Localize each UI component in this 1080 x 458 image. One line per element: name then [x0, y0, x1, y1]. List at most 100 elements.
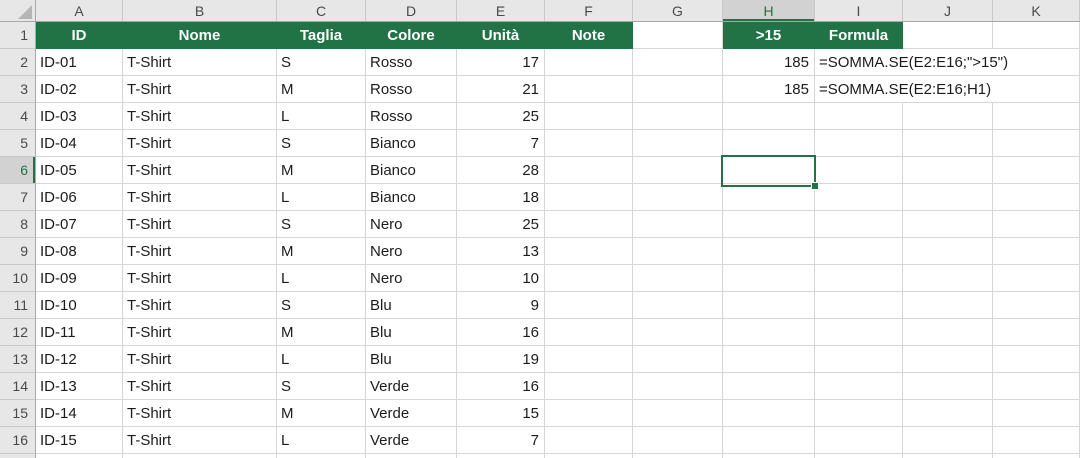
cell-H2[interactable]: 185	[723, 49, 815, 76]
cell-H16[interactable]	[723, 427, 815, 454]
cell-H13[interactable]	[723, 346, 815, 373]
cell-J16[interactable]	[903, 427, 993, 454]
cell-B7[interactable]: T-Shirt	[123, 184, 277, 211]
cell-J10[interactable]	[903, 265, 993, 292]
cell-J12[interactable]	[903, 319, 993, 346]
cell-F4[interactable]	[545, 103, 633, 130]
cell-F16[interactable]	[545, 427, 633, 454]
cell-B2[interactable]: T-Shirt	[123, 49, 277, 76]
cell-E17-partial[interactable]	[457, 454, 545, 458]
cell-B9[interactable]: T-Shirt	[123, 238, 277, 265]
cell-H14[interactable]	[723, 373, 815, 400]
cell-A13[interactable]: ID-12	[36, 346, 123, 373]
column-header-G[interactable]: G	[633, 0, 723, 21]
row-header-17-partial[interactable]	[0, 454, 36, 458]
column-header-I[interactable]: I	[815, 0, 903, 21]
cell-B11[interactable]: T-Shirt	[123, 292, 277, 319]
cell-K5[interactable]	[993, 130, 1080, 157]
column-header-H[interactable]: H	[723, 0, 815, 21]
cell-D1-header[interactable]: Colore	[366, 22, 457, 49]
cell-G5[interactable]	[633, 130, 723, 157]
cell-F17-partial[interactable]	[545, 454, 633, 458]
row-header-11[interactable]: 11	[0, 292, 36, 319]
cell-H9[interactable]	[723, 238, 815, 265]
cell-A3[interactable]: ID-02	[36, 76, 123, 103]
cell-G15[interactable]	[633, 400, 723, 427]
cell-A15[interactable]: ID-14	[36, 400, 123, 427]
cell-F15[interactable]	[545, 400, 633, 427]
cell-E4[interactable]: 25	[457, 103, 545, 130]
cell-I15[interactable]	[815, 400, 903, 427]
cell-G6[interactable]	[633, 157, 723, 184]
cell-D17-partial[interactable]	[366, 454, 457, 458]
cell-B3[interactable]: T-Shirt	[123, 76, 277, 103]
cell-K14[interactable]	[993, 373, 1080, 400]
row-header-14[interactable]: 14	[0, 373, 36, 400]
cell-E16[interactable]: 7	[457, 427, 545, 454]
selected-cell-outline-H6[interactable]	[721, 155, 819, 190]
cell-D3[interactable]: Rosso	[366, 76, 457, 103]
cell-I9[interactable]	[815, 238, 903, 265]
row-header-10[interactable]: 10	[0, 265, 36, 292]
fill-handle[interactable]	[811, 182, 819, 190]
row-header-6[interactable]: 6	[0, 157, 36, 184]
cell-C6[interactable]: M	[277, 157, 366, 184]
cell-H15[interactable]	[723, 400, 815, 427]
cell-K12[interactable]	[993, 319, 1080, 346]
cell-E14[interactable]: 16	[457, 373, 545, 400]
cell-E2[interactable]: 17	[457, 49, 545, 76]
cell-H7[interactable]	[723, 184, 815, 211]
cell-I4[interactable]	[815, 103, 903, 130]
cell-C8[interactable]: S	[277, 211, 366, 238]
cell-C17-partial[interactable]	[277, 454, 366, 458]
cell-J6[interactable]	[903, 157, 993, 184]
cell-D16[interactable]: Verde	[366, 427, 457, 454]
cell-E1-header[interactable]: Unità	[457, 22, 545, 49]
cell-F9[interactable]	[545, 238, 633, 265]
column-header-A[interactable]: A	[36, 0, 123, 21]
cell-I10[interactable]	[815, 265, 903, 292]
cell-C2[interactable]: S	[277, 49, 366, 76]
cell-B10[interactable]: T-Shirt	[123, 265, 277, 292]
column-header-B[interactable]: B	[123, 0, 277, 21]
cell-K15[interactable]	[993, 400, 1080, 427]
cell-F10[interactable]	[545, 265, 633, 292]
cell-I3-formula-text[interactable]: =SOMMA.SE(E2:E16;H1)	[815, 76, 1080, 103]
cell-A12[interactable]: ID-11	[36, 319, 123, 346]
column-header-F[interactable]: F	[545, 0, 633, 21]
cell-G2[interactable]	[633, 49, 723, 76]
cell-C13[interactable]: L	[277, 346, 366, 373]
cell-G9[interactable]	[633, 238, 723, 265]
cell-E11[interactable]: 9	[457, 292, 545, 319]
cell-B6[interactable]: T-Shirt	[123, 157, 277, 184]
row-header-2[interactable]: 2	[0, 49, 36, 76]
cell-K4[interactable]	[993, 103, 1080, 130]
cell-K8[interactable]	[993, 211, 1080, 238]
cell-B13[interactable]: T-Shirt	[123, 346, 277, 373]
row-header-12[interactable]: 12	[0, 319, 36, 346]
cell-I6[interactable]	[815, 157, 903, 184]
row-header-8[interactable]: 8	[0, 211, 36, 238]
cell-A11[interactable]: ID-10	[36, 292, 123, 319]
cell-I12[interactable]	[815, 319, 903, 346]
cell-F14[interactable]	[545, 373, 633, 400]
cell-D6[interactable]: Bianco	[366, 157, 457, 184]
cell-G7[interactable]	[633, 184, 723, 211]
cell-D13[interactable]: Blu	[366, 346, 457, 373]
column-header-K[interactable]: K	[993, 0, 1080, 21]
cell-I14[interactable]	[815, 373, 903, 400]
cell-F13[interactable]	[545, 346, 633, 373]
cell-B12[interactable]: T-Shirt	[123, 319, 277, 346]
cell-K11[interactable]	[993, 292, 1080, 319]
cell-E10[interactable]: 10	[457, 265, 545, 292]
cell-G12[interactable]	[633, 319, 723, 346]
row-header-3[interactable]: 3	[0, 76, 36, 103]
cell-I2-formula-text[interactable]: =SOMMA.SE(E2:E16;">15")	[815, 49, 1080, 76]
cell-I5[interactable]	[815, 130, 903, 157]
cell-K17-partial[interactable]	[993, 454, 1080, 458]
cell-B4[interactable]: T-Shirt	[123, 103, 277, 130]
cell-F8[interactable]	[545, 211, 633, 238]
cell-D15[interactable]: Verde	[366, 400, 457, 427]
column-header-J[interactable]: J	[903, 0, 993, 21]
cell-G11[interactable]	[633, 292, 723, 319]
